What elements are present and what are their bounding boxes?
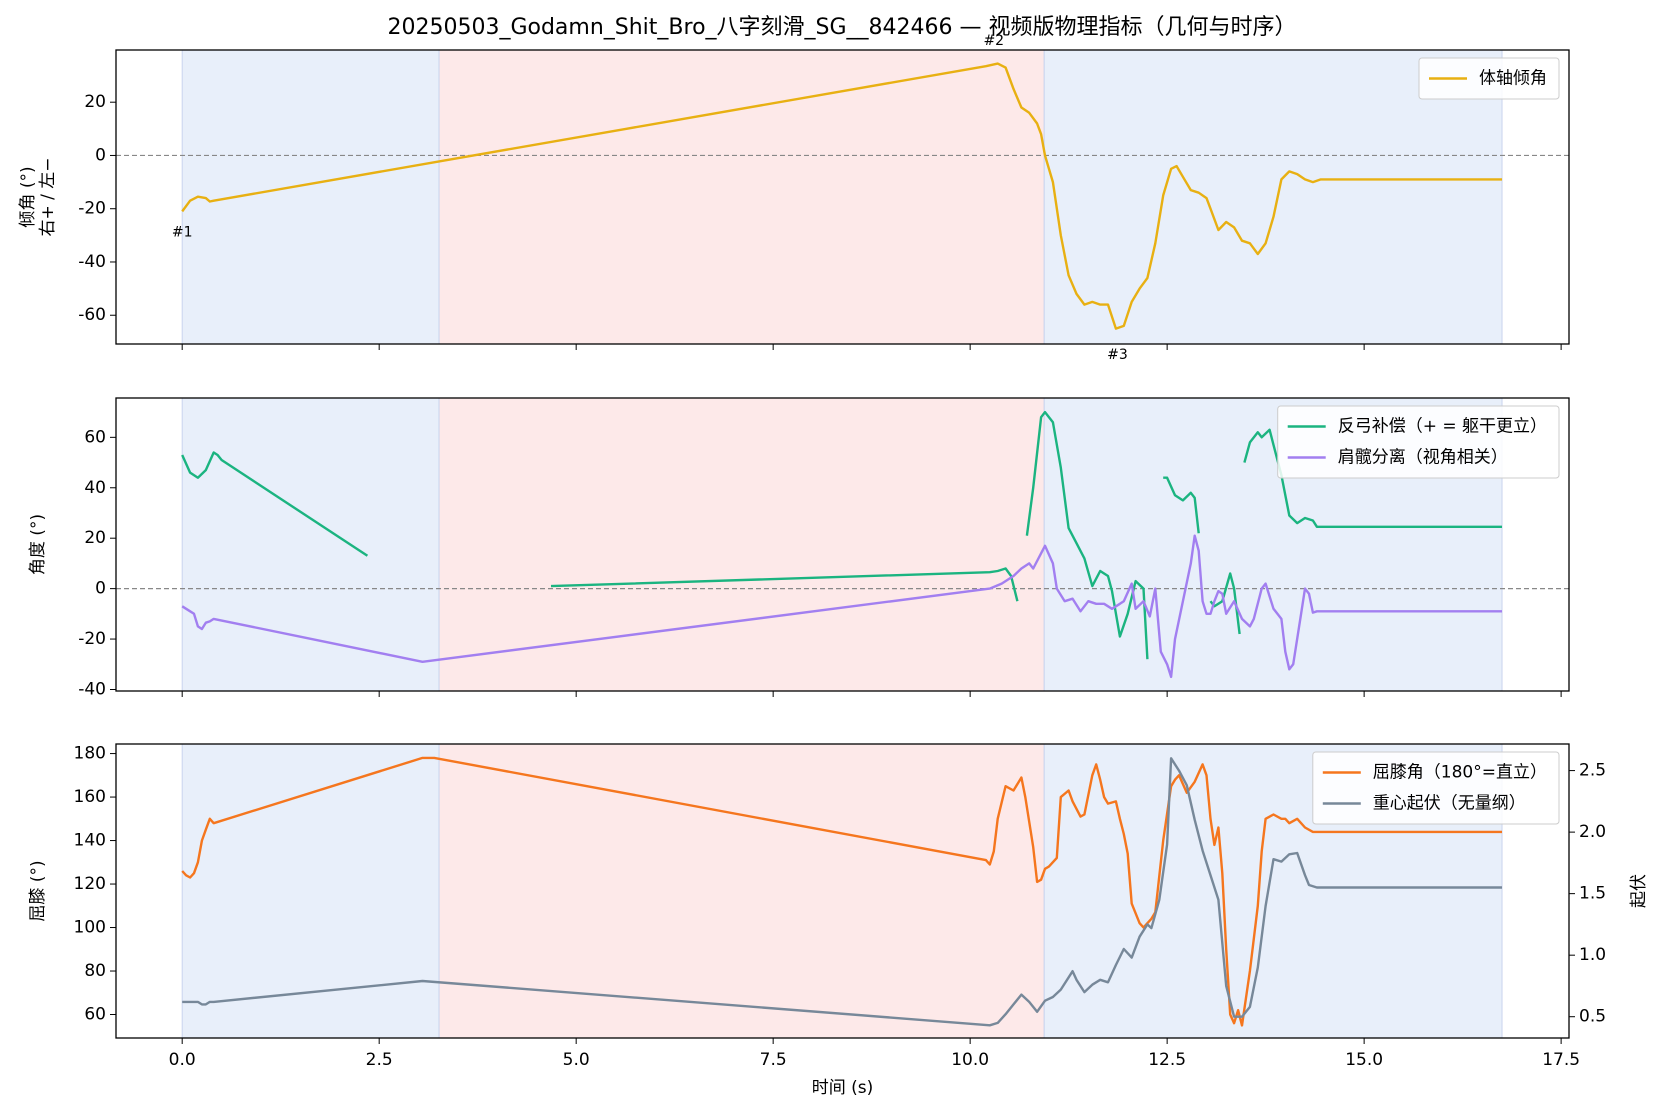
phase-span (438, 49, 1045, 345)
y-tick-label: -20 (78, 199, 106, 219)
y-axis-label: 倾角 (°) (18, 166, 38, 227)
legend-box (1312, 751, 1560, 825)
y-tick-label: 20 (84, 528, 106, 548)
y2-tick-label: 1.5 (1579, 884, 1606, 904)
phase-span (438, 743, 1045, 1039)
series-line (181, 534, 1502, 679)
chart-title: 20250503_Godamn_Shit_Bro_八字刻滑_SG__842466… (387, 15, 1296, 40)
y-axis-label: 屈膝 (°) (28, 860, 48, 921)
x-tick-label: 5.0 (563, 1050, 590, 1070)
series-line (181, 62, 1502, 330)
legend-box (1418, 57, 1560, 100)
y-tick-label: -60 (78, 305, 106, 325)
y-tick-label: 160 (74, 787, 106, 807)
y-tick-label: 0 (95, 579, 106, 599)
y-tick-label: 20 (84, 92, 106, 112)
legend-label: 反弓补偿（+ = 躯干更立） (1338, 417, 1547, 437)
x-tick-label: 7.5 (760, 1050, 787, 1070)
x-axis-label: 时间 (s) (812, 1078, 874, 1098)
legend-label: 屈膝角（180°=直立） (1373, 763, 1547, 783)
phase-span (181, 397, 440, 692)
y-tick-label: -20 (78, 629, 106, 649)
y-tick-label: 180 (74, 744, 106, 764)
legend: 反弓补偿（+ = 躯干更立） 肩髋分离（视角相关） (1277, 405, 1560, 479)
y2-tick-label: 0.5 (1579, 1007, 1606, 1027)
y-tick-label: 140 (74, 831, 106, 851)
phase-span (181, 49, 440, 345)
y2-tick-label: 2.0 (1579, 822, 1606, 842)
y-tick-label: -40 (78, 252, 106, 272)
x-tick-label: 10.0 (951, 1050, 989, 1070)
y-tick-label: 60 (84, 1005, 106, 1025)
x-tick-label: 15.0 (1345, 1050, 1383, 1070)
legend-box (1277, 405, 1560, 479)
y-tick-label: -40 (78, 679, 106, 699)
legend-label: 肩髋分离（视角相关） (1338, 448, 1508, 468)
x-tick-label: 2.5 (366, 1050, 393, 1070)
y2-axis-label: 起伏 (1629, 874, 1649, 908)
annotation: #2 (983, 33, 1004, 49)
annotation: #3 (1107, 347, 1128, 363)
y2-tick-label: 1.0 (1579, 945, 1606, 965)
x-tick-label: 0.0 (169, 1050, 196, 1070)
legend: 体轴倾角 (1418, 57, 1560, 100)
y-axis-label: 右+ / 左− (38, 157, 58, 236)
y2-tick-label: 2.5 (1579, 761, 1606, 781)
axes-frame (115, 49, 1570, 345)
legend-label: 体轴倾角 (1479, 69, 1547, 89)
y-tick-label: 100 (74, 918, 106, 938)
phase-span (181, 743, 440, 1039)
y-tick-label: 80 (84, 961, 106, 981)
series-line (181, 756, 1502, 1027)
series-line (181, 410, 1502, 660)
x-tick-label: 17.5 (1542, 1050, 1580, 1070)
phase-span (438, 397, 1045, 692)
y-tick-label: 40 (84, 478, 106, 498)
legend-label: 重心起伏（无量纲） (1373, 794, 1526, 814)
x-tick-label: 12.5 (1148, 1050, 1186, 1070)
series-line (182, 757, 1502, 1027)
axes-frame (115, 743, 1570, 1039)
y-tick-label: 0 (95, 145, 106, 165)
y-axis-label: 角度 (°) (28, 514, 48, 575)
axes-frame (115, 397, 1570, 692)
legend: 屈膝角（180°=直立） 重心起伏（无量纲） (1312, 751, 1560, 825)
annotation: #1 (172, 225, 193, 241)
y-tick-label: 120 (74, 874, 106, 894)
y-tick-label: 60 (84, 427, 106, 447)
